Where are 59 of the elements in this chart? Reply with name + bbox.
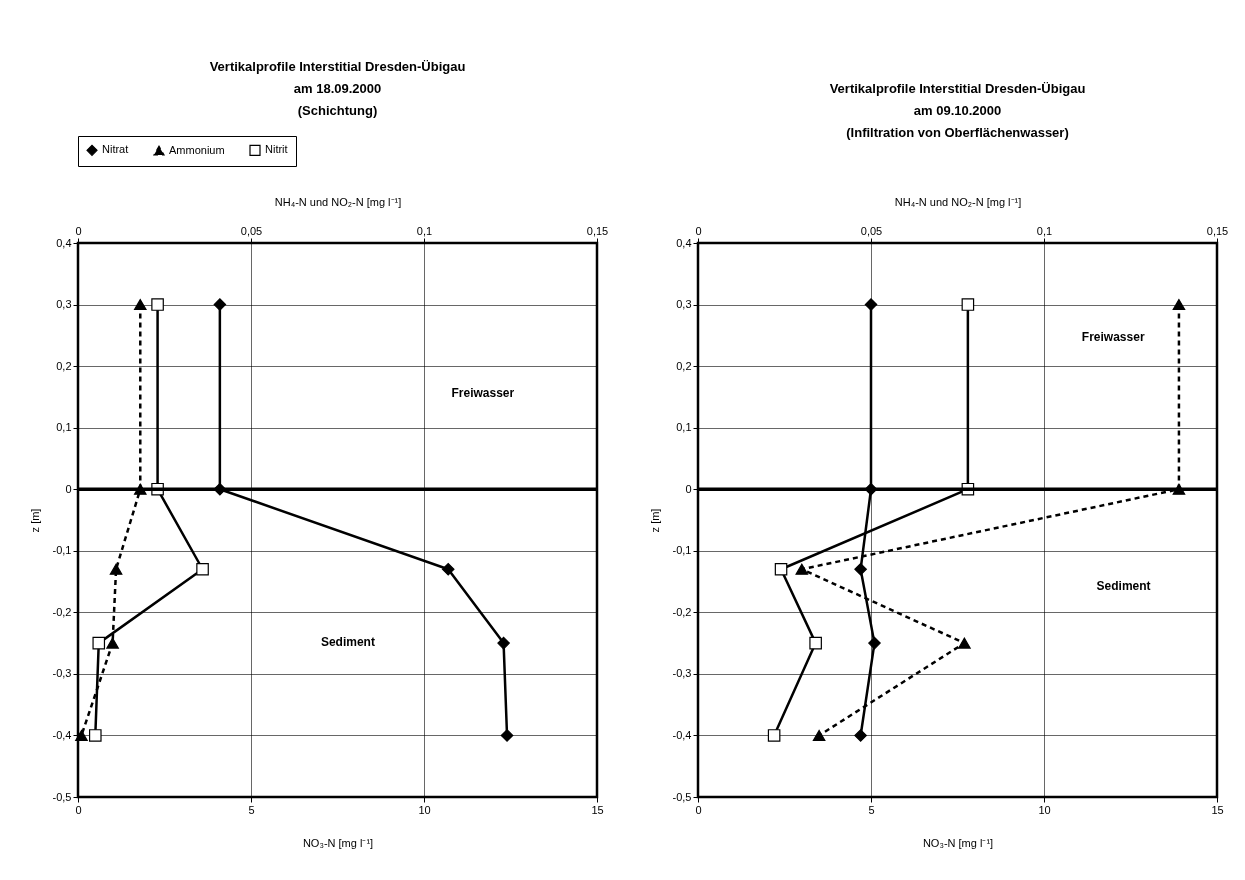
x-tick-label: 5 (868, 803, 875, 816)
point (864, 298, 878, 311)
x2-axis-title: NH₄-N und NO₂-N [mg l⁻¹] (894, 195, 1022, 208)
x2-tick-label: 0 (75, 224, 82, 237)
x2-axis-title: NH₄-N und NO₂-N [mg l⁻¹] (274, 195, 402, 208)
y-tick-label: -0,3 (52, 667, 72, 680)
y-tick-label: -0,5 (52, 790, 72, 803)
x-tick-label: 15 (1211, 803, 1224, 816)
x-tick-label: 15 (591, 803, 604, 816)
x2-tick-label: 0,05 (240, 224, 263, 237)
legend-label: Nitrat (102, 143, 129, 156)
x2-tick-label: 0,15 (1206, 224, 1229, 237)
y-tick-label: -0,2 (672, 605, 692, 618)
x-tick-label: 0 (695, 803, 702, 816)
y-tick-label: 0,4 (676, 236, 692, 249)
x-tick-label: 5 (248, 803, 255, 816)
y-tick-label: -0,2 (52, 605, 72, 618)
x2-tick-label: 0,15 (586, 224, 609, 237)
y-tick-label: -0,4 (672, 728, 692, 741)
x-tick-label: 0 (75, 803, 82, 816)
x-axis-title: NO₃-N [mg l⁻¹] (302, 836, 374, 849)
y-tick-label: 0 (65, 482, 72, 495)
point (854, 729, 867, 742)
y-tick-label: 0,2 (676, 359, 692, 372)
annotation: Sediment (320, 634, 375, 649)
y-tick-label: 0,2 (56, 359, 72, 372)
point (854, 562, 867, 576)
annotation: Freiwasser (451, 385, 515, 400)
y-tick-label: -0,1 (672, 544, 692, 557)
point (441, 562, 455, 576)
y-tick-label: 0,1 (56, 421, 72, 434)
y-axis-title: z [m] (28, 508, 41, 533)
legend-label: Nitrit (265, 143, 288, 156)
y-tick-label: -0,4 (52, 728, 72, 741)
point (500, 729, 514, 742)
chart-title: Vertikalprofile Interstitial Dresden-Übigau am 18.09.2000 (Schichtung) (209, 58, 466, 118)
y-tick-label: 0,4 (56, 236, 72, 249)
x2-tick-label: 0,1 (1036, 224, 1053, 237)
y-tick-label: -0,1 (52, 544, 72, 557)
point (868, 636, 881, 650)
y-tick-label: 0,3 (56, 298, 72, 311)
point (497, 636, 510, 650)
legend-label: Ammonium (169, 143, 225, 156)
y-tick-label: 0 (685, 482, 692, 495)
x-axis-title: NO₃-N [mg l⁻¹] (922, 836, 994, 849)
annotation: Sediment (1096, 579, 1151, 594)
y-axis-title: z [m] (648, 508, 661, 533)
x-tick-label: 10 (1038, 803, 1051, 816)
y-tick-label: -0,3 (672, 667, 692, 680)
y-tick-label: -0,5 (672, 790, 692, 803)
x2-tick-label: 0 (695, 224, 702, 237)
point (213, 298, 227, 311)
x2-tick-label: 0,05 (860, 224, 883, 237)
x-tick-label: 10 (418, 803, 431, 816)
y-tick-label: 0,1 (676, 421, 692, 434)
annotation: Freiwasser (1081, 330, 1145, 345)
x2-tick-label: 0,1 (416, 224, 433, 237)
y-tick-label: 0,3 (676, 298, 692, 311)
chart-title: Vertikalprofile Interstitial Dresden-Übigau am 09.10.2000 (Infiltration von Oberflächenwasser) (829, 81, 1086, 140)
